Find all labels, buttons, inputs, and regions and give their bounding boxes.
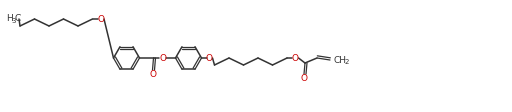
Text: 3: 3 xyxy=(11,17,16,24)
Text: O: O xyxy=(97,14,104,24)
Text: O: O xyxy=(291,54,298,62)
Text: O: O xyxy=(159,54,166,62)
Text: H: H xyxy=(6,14,13,23)
Text: 2: 2 xyxy=(345,59,349,65)
Text: O: O xyxy=(206,54,213,62)
Text: C: C xyxy=(14,14,21,23)
Text: O: O xyxy=(301,74,308,83)
Text: CH: CH xyxy=(334,56,347,65)
Text: O: O xyxy=(149,70,156,79)
